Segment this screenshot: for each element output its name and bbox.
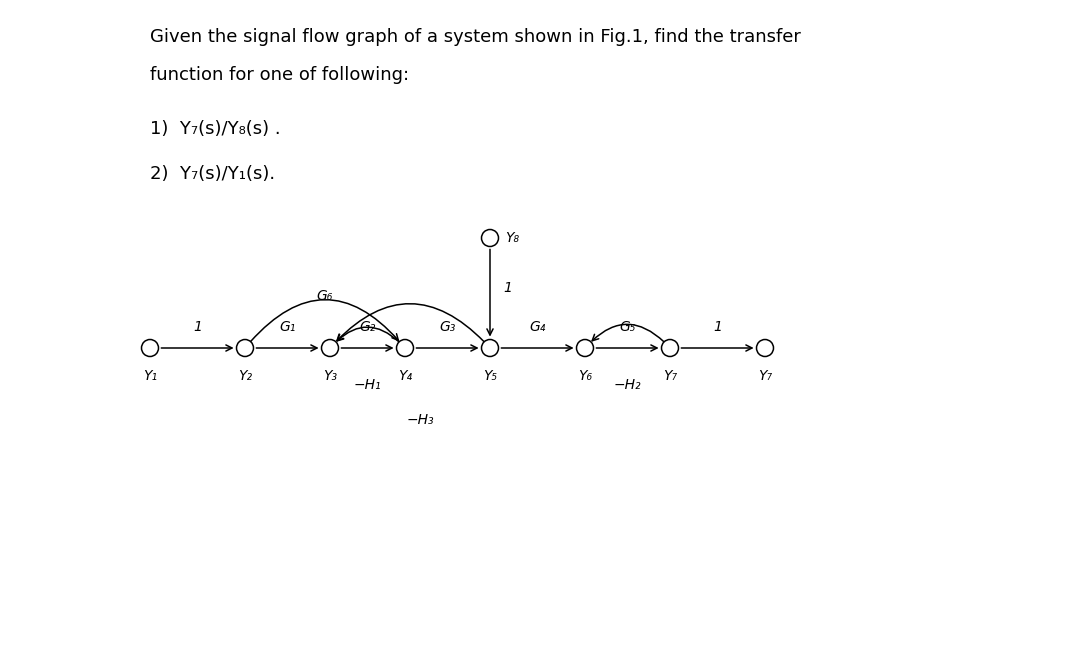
Text: −H₃: −H₃: [406, 413, 434, 427]
Text: 1: 1: [503, 281, 512, 295]
Text: Y₅: Y₅: [483, 368, 497, 382]
Text: Y₃: Y₃: [323, 368, 337, 382]
Text: Given the signal flow graph of a system shown in Fig.1, find the transfer: Given the signal flow graph of a system …: [150, 28, 801, 46]
Circle shape: [482, 230, 499, 247]
Circle shape: [661, 340, 678, 357]
Text: G₁: G₁: [280, 320, 296, 334]
Circle shape: [756, 340, 773, 357]
Text: G₅: G₅: [619, 320, 636, 334]
Text: Y₈: Y₈: [505, 231, 519, 245]
Circle shape: [141, 340, 159, 357]
Text: 1)  Y₇(s)/Y₈(s) .: 1) Y₇(s)/Y₈(s) .: [150, 120, 281, 138]
Text: G₂: G₂: [360, 320, 376, 334]
Circle shape: [322, 340, 338, 357]
Text: −H₂: −H₂: [613, 378, 642, 392]
FancyArrowPatch shape: [337, 327, 399, 342]
Text: function for one of following:: function for one of following:: [150, 66, 409, 84]
Text: G₃: G₃: [440, 320, 456, 334]
Text: Y₆: Y₆: [578, 368, 592, 382]
Text: 1: 1: [193, 320, 202, 334]
Text: Y₇: Y₇: [663, 368, 677, 382]
FancyArrowPatch shape: [251, 299, 399, 342]
Circle shape: [577, 340, 594, 357]
Text: Y₄: Y₄: [397, 368, 413, 382]
Text: G₆: G₆: [316, 289, 334, 303]
Circle shape: [237, 340, 254, 357]
Text: Y₂: Y₂: [238, 368, 252, 382]
Circle shape: [396, 340, 414, 357]
FancyArrowPatch shape: [592, 324, 664, 342]
Text: −H₁: −H₁: [353, 378, 381, 392]
Text: Y₇: Y₇: [758, 368, 772, 382]
Text: G₄: G₄: [529, 320, 545, 334]
FancyArrowPatch shape: [337, 304, 484, 342]
Circle shape: [482, 340, 499, 357]
Text: 2)  Y₇(s)/Y₁(s).: 2) Y₇(s)/Y₁(s).: [150, 165, 275, 183]
Text: Y₁: Y₁: [143, 368, 157, 382]
Text: 1: 1: [713, 320, 721, 334]
